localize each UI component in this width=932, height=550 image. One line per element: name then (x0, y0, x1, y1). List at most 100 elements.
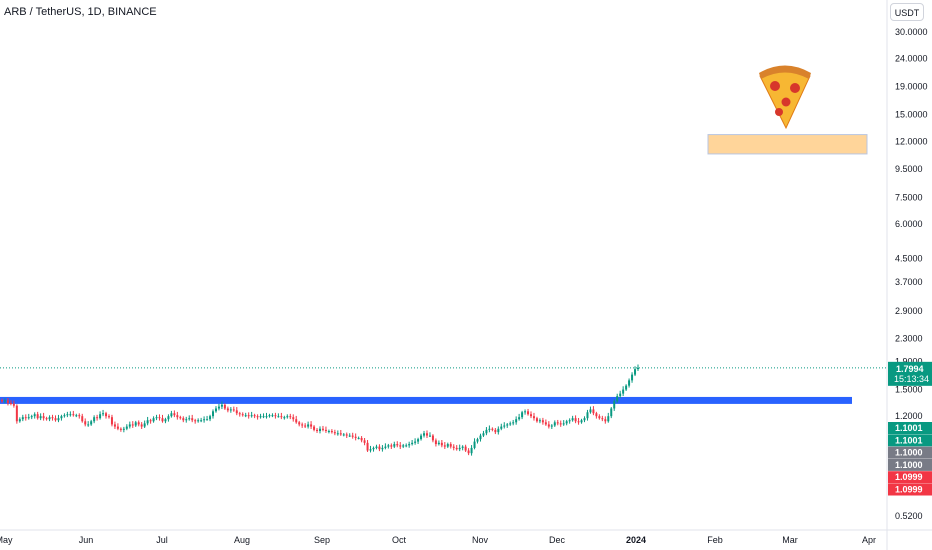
price-marker-badge (888, 446, 932, 459)
candle-body (348, 435, 351, 437)
candle-body (506, 424, 509, 426)
candle-body (408, 444, 411, 446)
target-zone[interactable] (707, 134, 868, 155)
candle-body (503, 425, 506, 427)
candle-body (589, 409, 592, 413)
candle-body (524, 411, 527, 413)
candle-body (431, 435, 434, 441)
candle-body (90, 421, 93, 425)
price-tick-label: 2.9000 (895, 306, 923, 316)
candle-body (194, 420, 197, 422)
candle-body (146, 420, 149, 424)
price-marker-badge (888, 471, 932, 484)
candle-body (188, 418, 191, 420)
price-marker-label: 1.0999 (895, 472, 923, 482)
candle-body (78, 415, 81, 417)
candle-body (119, 428, 122, 430)
candle-body (458, 447, 461, 450)
candle-body (544, 422, 547, 425)
candle-body (102, 413, 105, 415)
candle-body (250, 415, 253, 417)
candle-body (619, 393, 622, 397)
candle-body (562, 423, 565, 425)
price-tick-label: 0.5200 (895, 511, 923, 521)
candle-body (637, 367, 639, 370)
candle-body (387, 445, 390, 447)
price-tick-label: 9.5000 (895, 164, 923, 174)
pizza-icon (759, 65, 811, 130)
candle-body (57, 418, 60, 421)
candle-body (405, 445, 408, 447)
candle-body (167, 416, 170, 420)
price-tick-label: 4.5000 (895, 253, 923, 263)
candle-body (402, 445, 405, 447)
candle-body (509, 423, 512, 425)
candle-body (259, 416, 262, 418)
candle-body (105, 413, 108, 417)
currency-button[interactable]: USDT (890, 3, 924, 21)
candle-body (212, 411, 215, 417)
candle-body (631, 374, 634, 381)
price-tick-label: 1.2000 (895, 411, 923, 421)
candle-body (220, 404, 223, 407)
candle-body (479, 435, 482, 440)
candle-body (262, 416, 265, 418)
candle-body (378, 446, 381, 450)
candle-body (538, 420, 541, 422)
candle-body (354, 436, 357, 438)
candle-body (500, 426, 503, 429)
candle-body (66, 414, 69, 416)
time-tick-label: Aug (234, 535, 250, 545)
candle-body (1, 400, 3, 402)
candle-body (610, 408, 613, 417)
price-tick-label: 1.9000 (895, 356, 923, 366)
candle-body (232, 409, 235, 411)
candle-body (131, 424, 134, 426)
candle-body (191, 418, 194, 421)
candle-body (209, 416, 212, 420)
candle-body (173, 413, 176, 416)
candle-body (268, 415, 271, 417)
candle-body (452, 446, 455, 448)
price-tick-label: 6.0000 (895, 219, 923, 229)
price-tick-label: 12.0000 (895, 136, 928, 146)
candle-body (553, 422, 556, 426)
candle-body (24, 417, 27, 419)
candle-body (381, 447, 384, 450)
candle-body (449, 444, 452, 447)
candle-body (289, 416, 292, 418)
candle-body (595, 413, 598, 417)
pepperoni (775, 108, 783, 116)
time-tick-label: Dec (549, 535, 566, 545)
candle-body (512, 422, 515, 424)
candle-body (30, 416, 33, 418)
candle-body (274, 415, 277, 417)
support-zone[interactable] (0, 396, 852, 404)
candle-body (625, 385, 628, 390)
candle-body (292, 417, 295, 420)
time-tick-label: May (0, 535, 13, 545)
candle-body (428, 435, 431, 437)
candle-body (310, 424, 313, 427)
candle-body (176, 415, 179, 418)
candle-body (134, 422, 137, 426)
candle-body (203, 419, 206, 421)
candle-body (321, 428, 324, 430)
candle-body (336, 433, 339, 435)
candle-body (200, 420, 203, 422)
candle-body (583, 418, 586, 421)
price-marker-label: 1.1000 (895, 460, 923, 470)
candle-body (574, 418, 577, 422)
candle-body (149, 420, 152, 422)
candle-body (33, 414, 36, 417)
candle-body (556, 422, 559, 424)
price-marker-label: 1.0999 (895, 485, 923, 495)
price-tick-label: 15.0000 (895, 110, 928, 120)
candle-body (113, 424, 116, 427)
candle-body (122, 428, 125, 430)
candle-body (96, 417, 99, 419)
candle-body (491, 428, 494, 430)
price-marker-label: 1.1001 (895, 423, 923, 433)
candle-body (440, 442, 443, 446)
